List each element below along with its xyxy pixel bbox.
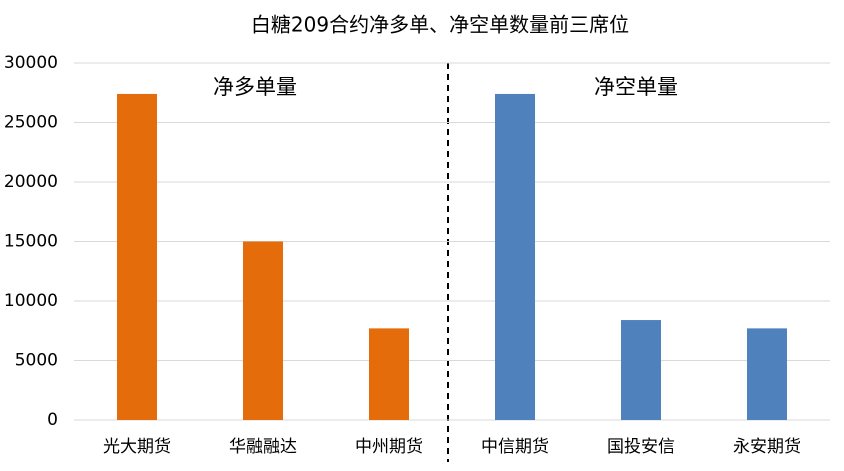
y-tick-label: 15000: [4, 232, 58, 252]
y-tick-label: 0: [47, 410, 58, 430]
annotation: 净多单量: [213, 75, 297, 99]
y-tick-label: 25000: [4, 113, 58, 133]
bar: [243, 241, 283, 420]
x-tick-label: 中信期货: [481, 437, 549, 457]
bar: [117, 93, 157, 420]
y-tick-label: 5000: [15, 351, 58, 371]
y-tick-label: 20000: [4, 172, 58, 192]
bar: [369, 328, 409, 420]
y-tick-label: 10000: [4, 291, 58, 311]
y-tick-label: 30000: [4, 53, 58, 73]
x-tick-label: 永安期货: [733, 437, 801, 457]
bar: [747, 328, 787, 420]
bar: [495, 93, 535, 420]
x-tick-label: 中州期货: [355, 437, 423, 457]
chart-title: 白糖209合约净多单、净空单数量前三席位: [251, 13, 629, 37]
x-tick-label: 光大期货: [103, 437, 171, 457]
x-tick-label: 华融融达: [229, 437, 297, 457]
x-tick-label: 国投安信: [607, 437, 675, 457]
annotation: 净空单量: [594, 75, 678, 99]
bar: [621, 320, 661, 420]
